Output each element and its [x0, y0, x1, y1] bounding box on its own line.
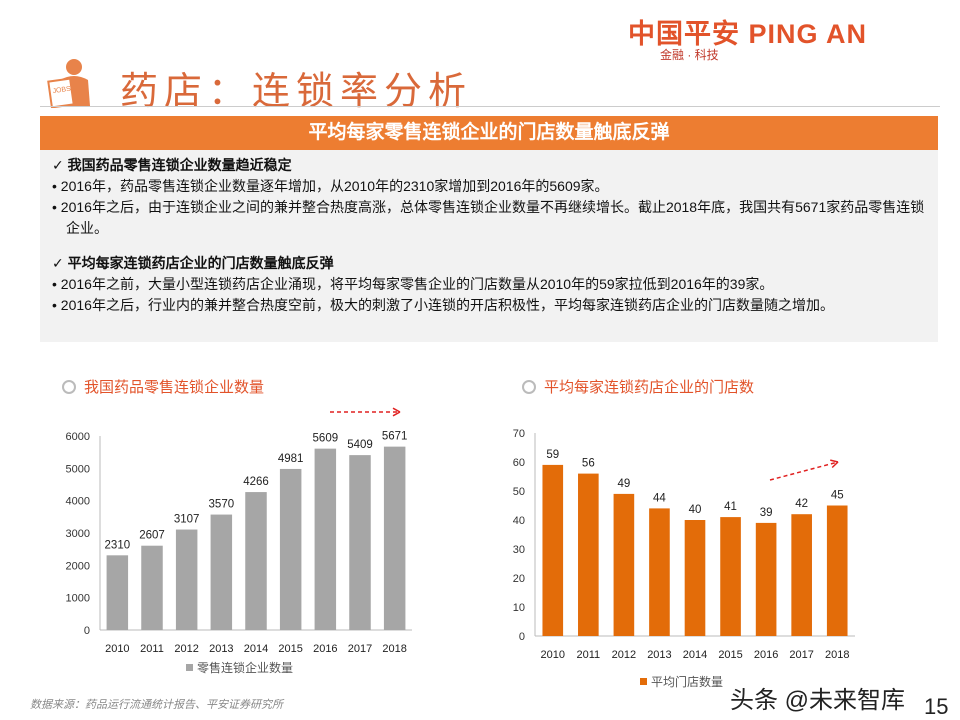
bar — [755, 522, 777, 636]
y-tick-label: 40 — [513, 515, 525, 527]
banner-headline: 平均每家零售连锁企业的门店数量触底反弹 — [40, 116, 938, 150]
section-heading: ✓ 平均每家连锁药店企业的门店数量触底反弹 — [52, 255, 334, 271]
bar — [791, 514, 812, 636]
x-tick-label: 2016 — [754, 649, 778, 661]
x-tick-label: 2015 — [718, 649, 742, 661]
svg-text:JOBS: JOBS — [52, 86, 71, 96]
bar — [542, 464, 564, 636]
data-label: 45 — [831, 490, 844, 502]
bar — [314, 448, 337, 630]
bar — [175, 529, 198, 630]
x-tick-label: 2011 — [140, 643, 164, 655]
y-tick-label: 30 — [513, 544, 525, 556]
y-tick-label: 50 — [513, 486, 525, 498]
x-tick-label: 2010 — [541, 649, 565, 661]
pingan-logo: 中国平安 PING AN — [628, 19, 868, 49]
arrow-head-icon — [392, 407, 401, 417]
y-tick-label: 2000 — [66, 560, 90, 572]
legend-swatch — [640, 678, 647, 685]
logo-tagline: 金融 · 科技 — [660, 48, 719, 62]
target-icon — [522, 380, 536, 394]
x-tick-label: 2014 — [244, 643, 268, 655]
data-label: 2310 — [105, 539, 131, 551]
legend-swatch — [186, 664, 193, 671]
y-tick-label: 70 — [513, 428, 525, 440]
bar — [279, 468, 302, 630]
x-tick-label: 2010 — [105, 643, 129, 655]
data-label: 3570 — [209, 499, 235, 511]
data-label: 56 — [582, 458, 595, 470]
chart-title-left: 我国药品零售连锁企业数量 — [62, 376, 264, 397]
data-label: 40 — [689, 504, 702, 516]
y-tick-label: 5000 — [66, 463, 90, 475]
data-label: 49 — [617, 478, 630, 490]
y-tick-label: 10 — [513, 602, 525, 614]
y-tick-label: 3000 — [66, 528, 90, 540]
y-tick-label: 6000 — [66, 431, 90, 443]
y-tick-label: 60 — [513, 457, 525, 469]
x-tick-label: 2017 — [348, 643, 372, 655]
bar — [106, 555, 129, 630]
bar — [613, 493, 635, 636]
data-label: 5609 — [313, 433, 339, 445]
data-label: 4266 — [243, 476, 269, 488]
data-label: 5671 — [382, 431, 408, 443]
page-title: 药店：连锁率分析 — [120, 69, 473, 113]
bullet: • 2016年，药品零售连锁企业数量逐年增加，从2010年的2310家增加到20… — [52, 178, 609, 194]
data-label: 5409 — [347, 439, 373, 451]
y-tick-label: 4000 — [66, 496, 90, 508]
bar — [349, 455, 371, 630]
bar — [245, 492, 267, 630]
data-label: 2607 — [139, 530, 165, 542]
x-tick-label: 2011 — [577, 649, 601, 661]
data-label: 42 — [795, 498, 808, 510]
source-note: 数据来源：药品运行流通统计报告、平安证券研究所 — [30, 699, 283, 711]
bullet: • 2016年之后，由于连锁企业之间的兼并整合热度高涨，总体零售连锁企业数量不再… — [52, 199, 925, 236]
x-tick-label: 2014 — [683, 649, 707, 661]
divider — [40, 106, 940, 107]
data-label: 4981 — [278, 453, 304, 465]
x-tick-label: 2016 — [313, 643, 337, 655]
legend-label: 平均门店数量 — [651, 674, 723, 689]
bar — [141, 545, 163, 630]
y-tick-label: 0 — [519, 631, 525, 643]
bar — [578, 473, 599, 636]
bar — [684, 520, 706, 636]
x-tick-label: 2012 — [174, 643, 198, 655]
data-label: 59 — [546, 449, 559, 461]
bar — [210, 514, 233, 630]
data-label: 41 — [724, 501, 737, 513]
x-tick-label: 2015 — [278, 643, 302, 655]
jobs-person-icon: JOBS — [47, 59, 90, 108]
data-label: 3107 — [174, 514, 200, 526]
y-tick-label: 1000 — [66, 593, 90, 605]
chart-title-right: 平均每家连锁药店企业的门店数 — [522, 376, 754, 397]
data-label: 44 — [653, 492, 666, 504]
bar — [649, 508, 670, 636]
x-tick-label: 2017 — [789, 649, 813, 661]
arrow-head-icon — [830, 459, 839, 469]
page-number: 15 — [924, 694, 949, 719]
y-tick-label: 0 — [84, 625, 90, 637]
target-icon — [62, 380, 76, 394]
x-tick-label: 2013 — [209, 643, 233, 655]
y-tick-label: 20 — [513, 573, 525, 585]
summary-box: ✓ 我国药品零售连锁企业数量趋近稳定 • 2016年，药品零售连锁企业数量逐年增… — [40, 150, 938, 342]
legend-label: 零售连锁企业数量 — [197, 660, 293, 675]
watermark: 头条 @未来智库 — [730, 687, 906, 714]
bar — [826, 505, 848, 636]
section-heading: ✓ 我国药品零售连锁企业数量趋近稳定 — [52, 157, 292, 173]
x-tick-label: 2018 — [825, 649, 849, 661]
bar — [720, 517, 741, 636]
x-tick-label: 2013 — [647, 649, 671, 661]
trend-arrow — [769, 461, 839, 481]
bullet: • 2016年之后，行业内的兼并整合热度空前，极大的刺激了小连锁的开店积极性，平… — [52, 297, 834, 313]
bar — [383, 446, 406, 630]
x-tick-label: 2012 — [612, 649, 636, 661]
x-tick-label: 2018 — [382, 643, 406, 655]
bullet: • 2016年之前，大量小型连锁药店企业涌现，将平均每家零售企业的门店数量从20… — [52, 276, 774, 292]
data-label: 39 — [760, 507, 773, 519]
